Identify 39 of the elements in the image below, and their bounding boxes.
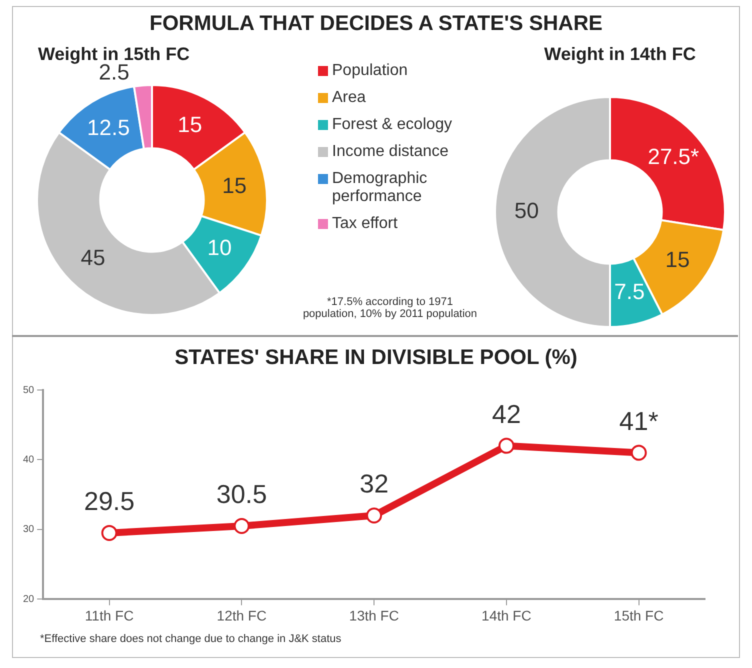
data-label: 7.5 — [614, 279, 645, 304]
y-tick-label: 50 — [23, 384, 35, 396]
point — [498, 438, 514, 454]
text: 32 — [360, 468, 389, 499]
data-label: 50 — [514, 198, 539, 224]
y-tick-label: 30 — [23, 524, 35, 536]
data-label: 15 — [178, 112, 202, 137]
text: 29.5 — [84, 486, 135, 516]
x-tick-label: 13th FC — [349, 607, 399, 624]
data-label: 45 — [80, 245, 106, 270]
x-tick-label: 11th FC — [84, 607, 134, 624]
x-tick-label: 14th FC — [482, 607, 532, 624]
data-label: 15 — [665, 247, 690, 272]
legend-label: Demographic performance — [332, 170, 428, 206]
y-tick-label: 40 — [23, 454, 35, 466]
text: 30.5 — [216, 479, 267, 510]
legend-label: Forest & ecology — [332, 116, 452, 134]
data-label: 27.5* — [648, 144, 700, 169]
point — [366, 508, 382, 524]
text: 41* — [619, 406, 658, 436]
point — [234, 518, 250, 534]
text: *Effective share does not change due to change in J&K status — [40, 633, 342, 645]
text: 42 — [492, 398, 521, 429]
legend-label: Area — [332, 89, 366, 107]
chart-title: FORMULA THAT DECIDES A STATE'S SHARE — [148, 12, 604, 36]
y-tick-label: 20 — [23, 594, 35, 605]
x-tick-label: 12th FC — [216, 607, 267, 624]
legend-label: Population — [332, 62, 408, 80]
point — [101, 524, 118, 541]
point — [630, 444, 647, 461]
x-tick-label: 15th FC — [614, 607, 664, 624]
legend-label: Tax effort — [332, 215, 398, 233]
text: *17.5% according to 1971 population, 10% by 2011 population — [302, 296, 478, 320]
data-label: 12.5 — [87, 114, 130, 140]
chart-title: STATES' SHARE IN DIVISIBLE POOL (%) — [174, 346, 578, 370]
data-label: 10 — [207, 235, 232, 260]
data-label: 15 — [222, 173, 247, 198]
chart-title: Weight in 14th FC — [543, 44, 697, 65]
legend-label: Income distance — [332, 143, 449, 161]
